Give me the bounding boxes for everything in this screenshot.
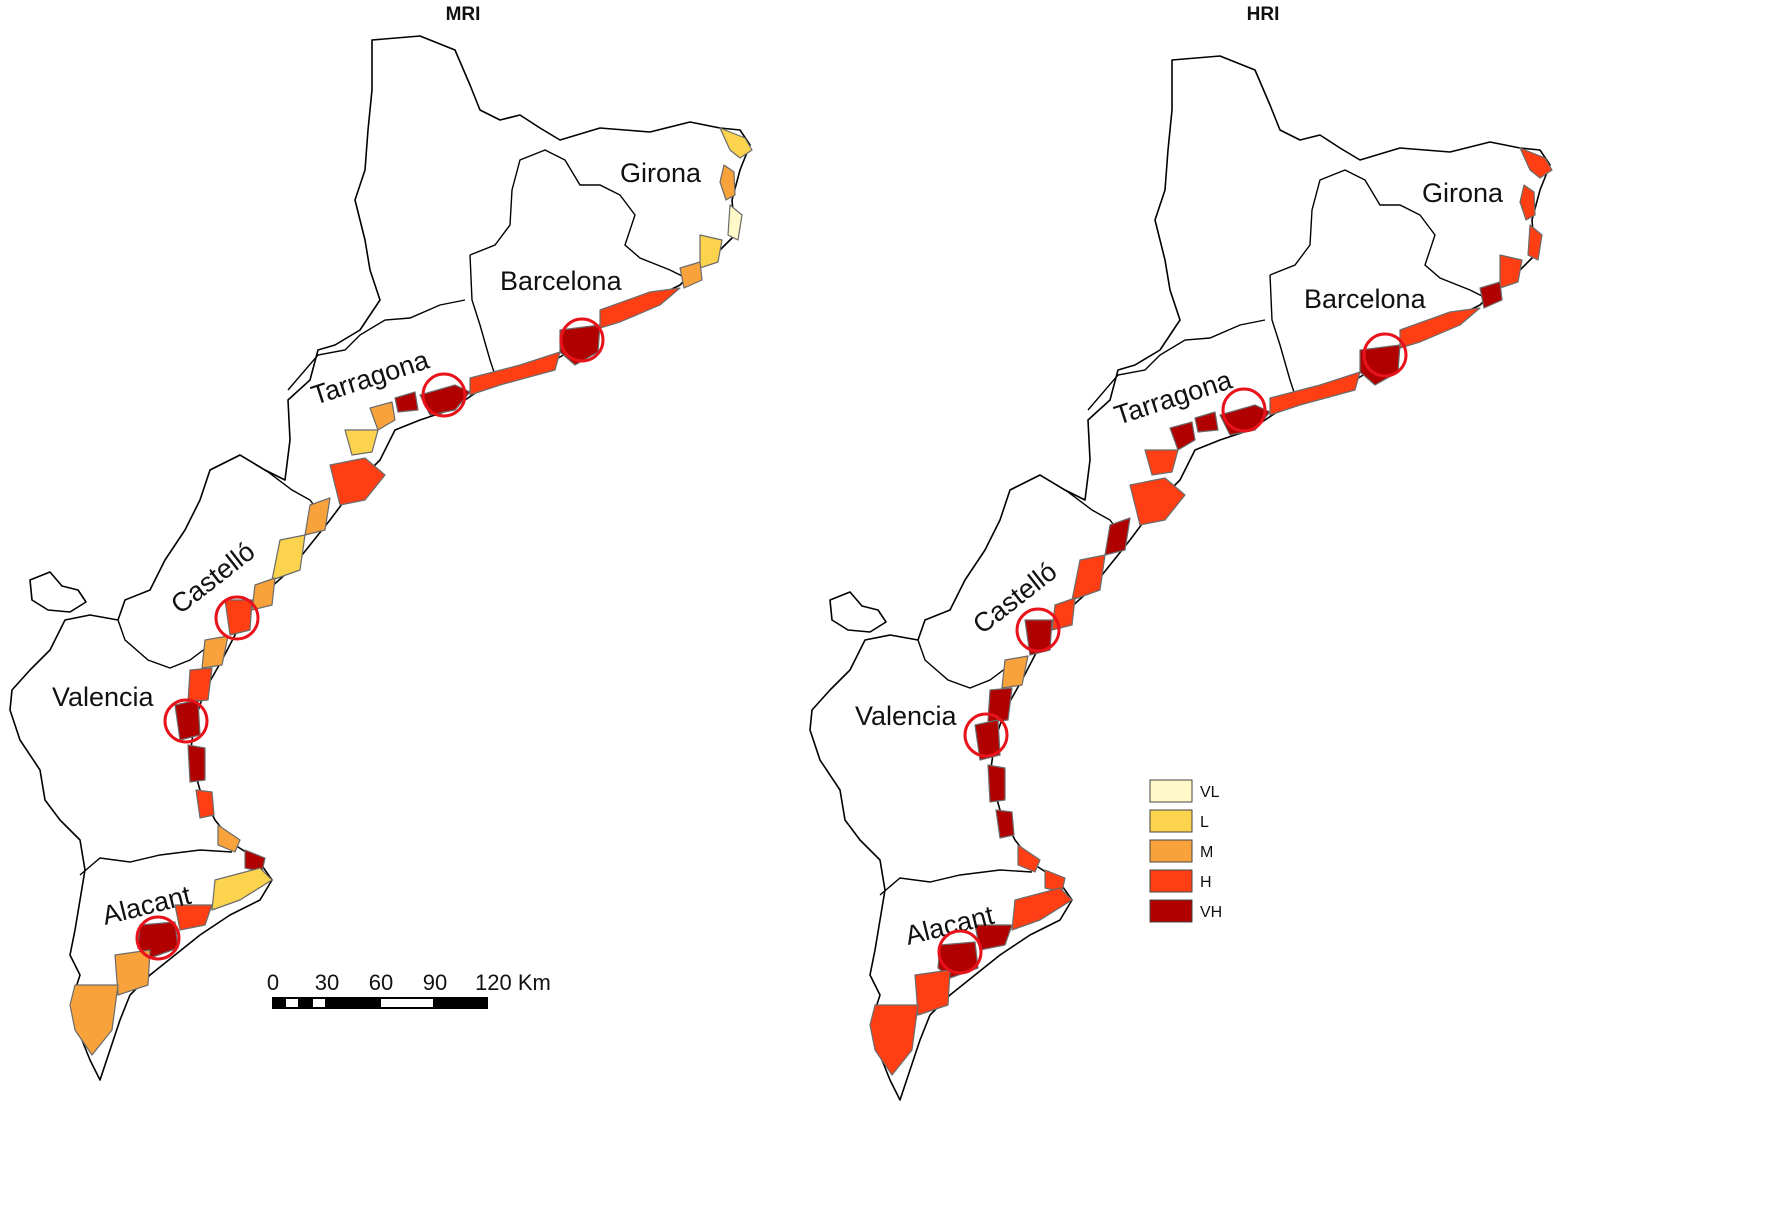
map-mri: MRI Girona Barcelona Tarragona Castelló …	[9, 4, 753, 1081]
province-label-valencia: Valencia	[52, 682, 155, 712]
city-circle-alacant	[937, 929, 983, 975]
legend-swatch-l	[1149, 809, 1193, 833]
city-circle-barcelona	[559, 317, 605, 363]
legend-label-h: H	[1200, 874, 1212, 891]
legend-swatch-vh	[1149, 899, 1193, 923]
city-circle-tarragona	[421, 372, 467, 418]
legend: VL L M H VH	[1149, 779, 1222, 923]
city-circle-castello	[1015, 607, 1061, 653]
city-circle-barcelona	[1362, 332, 1408, 378]
scale-segment	[381, 999, 433, 1007]
legend-label-vl: VL	[1200, 784, 1220, 801]
province-label-girona: Girona	[620, 158, 702, 188]
province-label-barcelona: Barcelona	[500, 266, 623, 296]
map-hri: HRI Girona Barcelona Tarragona Castelló …	[809, 4, 1553, 1101]
legend-label-vh: VH	[1200, 904, 1222, 921]
legend-swatch-m	[1149, 839, 1193, 863]
province-label-girona: Girona	[1422, 178, 1504, 208]
legend-label-l: L	[1200, 814, 1209, 831]
scale-tick-0: 0	[267, 970, 279, 995]
scale-tick-30: 30	[315, 970, 339, 995]
map-title: MRI	[446, 4, 481, 25]
legend-label-m: M	[1200, 844, 1213, 861]
scale-bar: 0 30 60 90 120 Km	[267, 970, 551, 1009]
city-circle-valencia	[163, 698, 209, 744]
city-circle-alacant	[135, 915, 181, 961]
province-label-valencia: Valencia	[855, 701, 958, 731]
legend-swatch-h	[1149, 869, 1193, 893]
scale-tick-120: 120 Km	[475, 970, 551, 995]
province-label-barcelona: Barcelona	[1304, 284, 1427, 314]
city-circle-castello	[214, 595, 260, 641]
scale-segment	[286, 999, 298, 1007]
scale-segment	[313, 999, 325, 1007]
city-circle-tarragona	[1221, 387, 1267, 433]
scale-bar-frame	[272, 997, 488, 1009]
legend-swatch-vl	[1149, 779, 1193, 803]
city-circle-valencia	[963, 712, 1009, 758]
scale-tick-90: 90	[423, 970, 447, 995]
map-title: HRI	[1247, 4, 1280, 25]
scale-tick-60: 60	[369, 970, 393, 995]
